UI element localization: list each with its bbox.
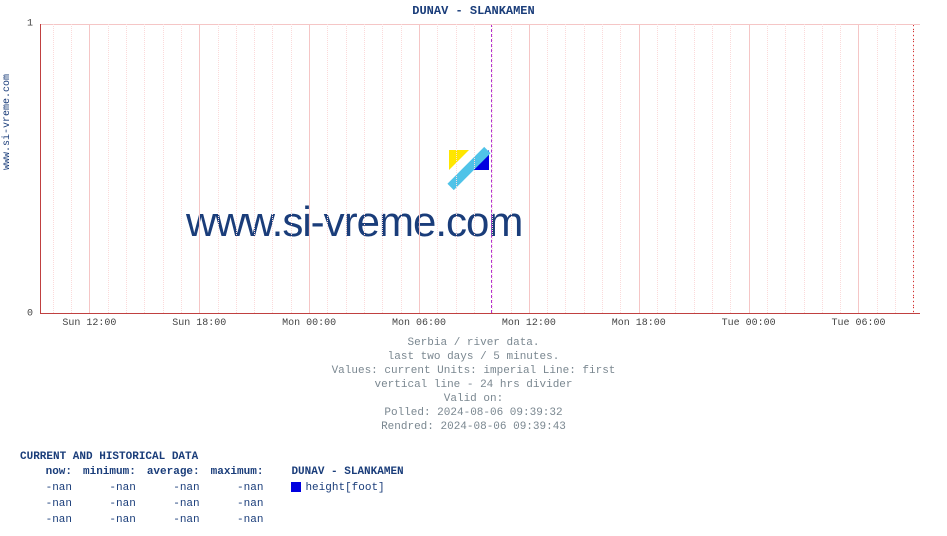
cell: -nan (210, 512, 274, 528)
x-tick-label: Mon 00:00 (282, 318, 336, 329)
site-label-vertical: www.si-vreme.com (2, 74, 13, 170)
cell: -nan (82, 480, 146, 496)
cell-series: height[foot] (273, 480, 413, 496)
y-tick-label: 0 (27, 309, 33, 320)
cell: -nan (146, 512, 210, 528)
x-tick-label: Mon 18:00 (612, 318, 666, 329)
data-table-title: CURRENT AND HISTORICAL DATA (20, 450, 414, 464)
cell: -nan (210, 496, 274, 512)
y-tick-label: 1 (27, 19, 33, 30)
col-now: now: (20, 464, 82, 480)
col-series: DUNAV - SLANKAMEN (273, 464, 413, 480)
series-label: height[foot] (305, 482, 384, 494)
cell: -nan (20, 512, 82, 528)
cell: -nan (82, 496, 146, 512)
chart-meta: Serbia / river data. last two days / 5 m… (0, 336, 947, 434)
cell: -nan (210, 480, 274, 496)
x-tick-label: Mon 12:00 (502, 318, 556, 329)
data-table-header-row: now: minimum: average: maximum: DUNAV - … (20, 464, 414, 480)
meta-line: vertical line - 24 hrs divider (0, 378, 947, 392)
meta-line: Rendred: 2024-08-06 09:39:43 (0, 420, 947, 434)
table-row: -nan -nan -nan -nan (20, 496, 414, 512)
chart-title: DUNAV - SLANKAMEN (0, 4, 947, 18)
x-tick-label: Tue 00:00 (722, 318, 776, 329)
x-tick-label: Mon 06:00 (392, 318, 446, 329)
cell: -nan (82, 512, 146, 528)
x-tick-label: Sun 12:00 (62, 318, 116, 329)
cell: -nan (20, 480, 82, 496)
meta-line: Polled: 2024-08-06 09:39:32 (0, 406, 947, 420)
meta-line: Valid on: (0, 392, 947, 406)
col-maximum: maximum: (210, 464, 274, 480)
x-tick-label: Tue 06:00 (831, 318, 885, 329)
data-table: now: minimum: average: maximum: DUNAV - … (20, 464, 414, 528)
cell: -nan (146, 480, 210, 496)
cell: -nan (20, 496, 82, 512)
table-row: -nan -nan -nan -nan (20, 512, 414, 528)
data-table-block: CURRENT AND HISTORICAL DATA now: minimum… (20, 450, 414, 528)
chart-area: www.si-vreme.com 01Sun 12:00Sun 18:00Mon… (40, 24, 920, 314)
table-row: -nan -nan -nan -nan height[foot] (20, 480, 414, 496)
col-minimum: minimum: (82, 464, 146, 480)
meta-line: Values: current Units: imperial Line: fi… (0, 364, 947, 378)
cell: -nan (146, 496, 210, 512)
meta-line: Serbia / river data. (0, 336, 947, 350)
x-tick-label: Sun 18:00 (172, 318, 226, 329)
col-average: average: (146, 464, 210, 480)
series-swatch-icon (291, 482, 301, 492)
meta-line: last two days / 5 minutes. (0, 350, 947, 364)
